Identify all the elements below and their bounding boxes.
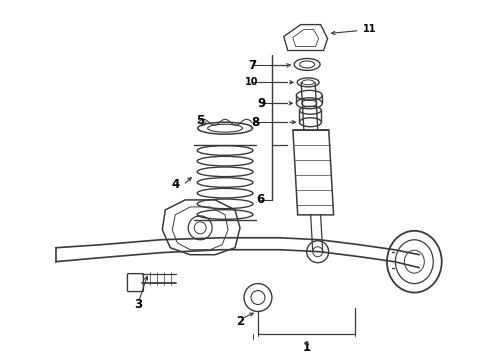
Text: 8: 8 [250, 116, 259, 129]
Text: 4: 4 [171, 179, 179, 192]
Text: 10: 10 [244, 77, 258, 87]
Text: 2: 2 [236, 315, 244, 328]
Text: 6: 6 [255, 193, 264, 206]
Text: 9: 9 [257, 97, 265, 110]
Text: 11: 11 [362, 24, 375, 33]
Text: 3: 3 [134, 298, 142, 311]
Text: 7: 7 [247, 59, 256, 72]
Text: 1: 1 [302, 341, 310, 354]
Text: 5: 5 [196, 114, 204, 127]
